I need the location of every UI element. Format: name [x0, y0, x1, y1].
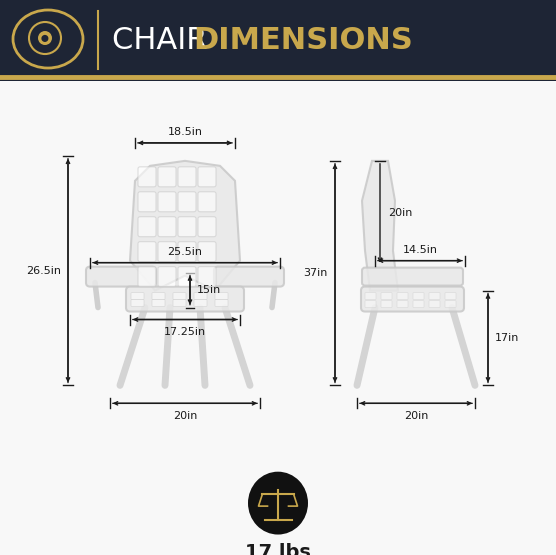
Text: 18.5in: 18.5in — [167, 127, 202, 137]
FancyBboxPatch shape — [215, 292, 228, 300]
FancyBboxPatch shape — [178, 241, 196, 261]
FancyBboxPatch shape — [138, 241, 156, 261]
Polygon shape — [130, 161, 240, 291]
FancyBboxPatch shape — [158, 266, 176, 286]
Text: 20in: 20in — [404, 411, 428, 421]
FancyBboxPatch shape — [381, 301, 392, 307]
Ellipse shape — [248, 472, 308, 534]
Polygon shape — [362, 161, 398, 291]
FancyBboxPatch shape — [178, 192, 196, 212]
Text: 25.5in: 25.5in — [167, 246, 202, 256]
FancyBboxPatch shape — [198, 192, 216, 212]
FancyBboxPatch shape — [152, 292, 165, 300]
FancyBboxPatch shape — [131, 300, 144, 306]
FancyBboxPatch shape — [194, 292, 207, 300]
FancyBboxPatch shape — [86, 266, 156, 286]
FancyBboxPatch shape — [215, 300, 228, 306]
FancyBboxPatch shape — [198, 241, 216, 261]
FancyBboxPatch shape — [198, 266, 216, 286]
FancyBboxPatch shape — [178, 266, 196, 286]
FancyBboxPatch shape — [397, 301, 408, 307]
FancyBboxPatch shape — [131, 292, 144, 300]
FancyBboxPatch shape — [158, 241, 176, 261]
FancyBboxPatch shape — [362, 268, 463, 286]
FancyBboxPatch shape — [152, 300, 165, 306]
Text: 20in: 20in — [388, 208, 413, 218]
FancyBboxPatch shape — [158, 167, 176, 187]
FancyBboxPatch shape — [214, 266, 284, 286]
Text: 17.25in: 17.25in — [164, 327, 206, 337]
FancyBboxPatch shape — [429, 292, 440, 300]
FancyBboxPatch shape — [138, 167, 156, 187]
FancyBboxPatch shape — [178, 217, 196, 236]
FancyBboxPatch shape — [158, 192, 176, 212]
FancyBboxPatch shape — [194, 300, 207, 306]
Text: CHAIR: CHAIR — [112, 26, 217, 54]
FancyBboxPatch shape — [138, 192, 156, 212]
FancyBboxPatch shape — [126, 286, 244, 311]
FancyBboxPatch shape — [173, 292, 186, 300]
FancyBboxPatch shape — [413, 301, 424, 307]
FancyBboxPatch shape — [445, 292, 456, 300]
FancyBboxPatch shape — [178, 167, 196, 187]
FancyBboxPatch shape — [413, 292, 424, 300]
FancyBboxPatch shape — [173, 300, 186, 306]
FancyBboxPatch shape — [429, 301, 440, 307]
Text: DIMENSIONS: DIMENSIONS — [193, 26, 413, 54]
FancyBboxPatch shape — [381, 292, 392, 300]
FancyBboxPatch shape — [445, 301, 456, 307]
FancyBboxPatch shape — [138, 217, 156, 236]
FancyBboxPatch shape — [158, 217, 176, 236]
Text: 26.5in: 26.5in — [26, 266, 61, 276]
FancyBboxPatch shape — [365, 301, 376, 307]
FancyBboxPatch shape — [365, 292, 376, 300]
FancyBboxPatch shape — [198, 217, 216, 236]
Text: 17in: 17in — [495, 333, 519, 343]
Text: 37in: 37in — [304, 268, 328, 278]
FancyBboxPatch shape — [397, 292, 408, 300]
Text: ⬤: ⬤ — [41, 34, 49, 42]
Text: 15in: 15in — [197, 285, 221, 295]
Circle shape — [38, 31, 52, 45]
FancyBboxPatch shape — [138, 266, 156, 286]
Text: 17 lbs: 17 lbs — [245, 543, 311, 555]
Text: 14.5in: 14.5in — [403, 245, 438, 255]
FancyBboxPatch shape — [198, 167, 216, 187]
Text: 20in: 20in — [173, 411, 197, 421]
FancyBboxPatch shape — [361, 286, 464, 311]
